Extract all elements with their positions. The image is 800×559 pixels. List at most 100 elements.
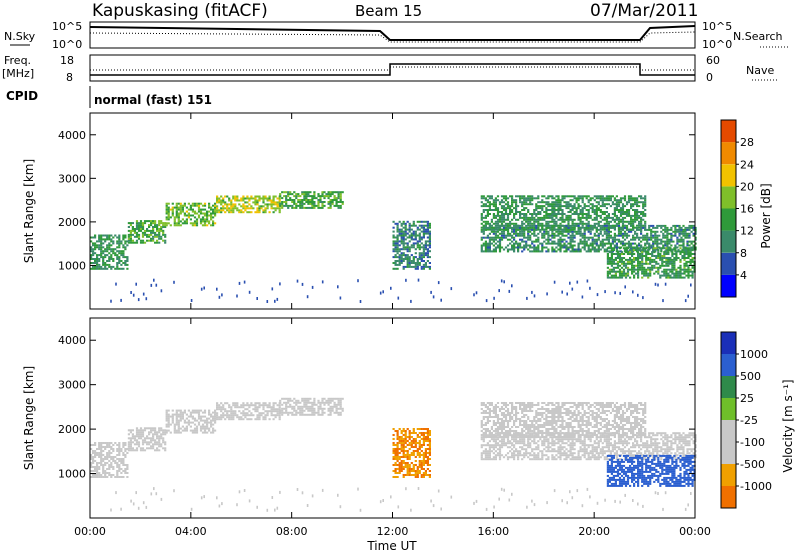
- power-cell: [425, 262, 427, 264]
- velocity-cell: [106, 454, 108, 456]
- velocity-cell: [132, 437, 134, 439]
- power-cell: [334, 195, 336, 197]
- power-cell: [525, 225, 527, 227]
- power-cell: [638, 221, 640, 223]
- power-cell: [616, 205, 618, 207]
- power-cell: [547, 237, 549, 239]
- velocity-cell: [417, 448, 419, 450]
- power-cell: [690, 249, 692, 251]
- velocity-cell: [176, 410, 178, 412]
- power-cell: [523, 231, 525, 233]
- power-cell: [580, 195, 582, 197]
- power-cell: [545, 201, 547, 203]
- power-cell: [594, 209, 596, 211]
- velocity-cell: [481, 408, 483, 410]
- velocity-cell: [180, 416, 182, 418]
- power-cell: [692, 277, 694, 279]
- velocity-cell: [413, 432, 415, 434]
- power-cell: [628, 235, 630, 237]
- power-cell: [670, 245, 672, 247]
- power-cell: [565, 249, 567, 251]
- power-cell: [401, 223, 403, 225]
- power-cell: [622, 233, 624, 235]
- power-cell: [529, 219, 531, 221]
- power-cell: [521, 225, 523, 227]
- power-cell: [427, 254, 429, 256]
- power-cell: [641, 271, 643, 273]
- power-cell: [409, 266, 411, 268]
- power-cell: [600, 199, 602, 201]
- power-cell: [633, 249, 635, 251]
- power-cell: [285, 205, 287, 207]
- power-cell: [124, 264, 126, 266]
- velocity-cell: [210, 426, 212, 428]
- power-cell: [659, 259, 661, 261]
- power-cell: [612, 203, 614, 205]
- velocity-cell: [116, 470, 118, 472]
- power-cell: [285, 195, 287, 197]
- velocity-cell: [108, 466, 110, 468]
- power-cell: [574, 195, 576, 197]
- velocity-cell: [407, 436, 409, 438]
- power-cell: [613, 263, 615, 265]
- power-cell: [172, 213, 174, 215]
- power-cell: [553, 229, 555, 231]
- power-cell: [549, 229, 551, 231]
- velocity-cell: [419, 462, 421, 464]
- power-cell: [138, 236, 140, 238]
- power-cell: [515, 199, 517, 201]
- power-cell: [279, 207, 281, 209]
- velocity-cell: [192, 410, 194, 412]
- power-cell: [559, 199, 561, 201]
- power-cell: [94, 258, 96, 260]
- power-cell: [606, 221, 608, 223]
- power-cell: [588, 245, 590, 247]
- velocity-cell: [228, 418, 230, 420]
- power-cell: [681, 257, 683, 259]
- velocity-cell: [180, 432, 182, 434]
- power-cell: [234, 198, 236, 200]
- power-cell: [407, 264, 409, 266]
- power-cell: [505, 209, 507, 211]
- velocity-cell: [182, 412, 184, 414]
- power-cell: [606, 235, 608, 237]
- power-cell: [283, 191, 285, 193]
- power-cell: [679, 271, 681, 273]
- power-cell: [535, 250, 537, 252]
- power-cell: [615, 271, 617, 273]
- velocity-cell: [279, 412, 281, 414]
- power-cell: [537, 211, 539, 213]
- power-cell: [687, 271, 689, 273]
- power-cell: [623, 263, 625, 265]
- power-cell: [303, 207, 305, 209]
- power-cell: [578, 225, 580, 227]
- power-cell: [148, 226, 150, 228]
- power-cell: [572, 221, 574, 223]
- power-cell: [150, 222, 152, 224]
- power-cell: [649, 267, 651, 269]
- velocity-cell: [485, 404, 487, 406]
- power-cell: [423, 227, 425, 229]
- velocity-cell: [315, 404, 317, 406]
- power-cell: [615, 263, 617, 265]
- power-cell: [549, 205, 551, 207]
- power-cell: [509, 239, 511, 241]
- power-cell: [525, 207, 527, 209]
- velocity-cell: [405, 466, 407, 468]
- power-cell: [260, 205, 262, 207]
- power-cell: [547, 233, 549, 235]
- power-cell: [567, 211, 569, 213]
- power-ground-cell: [662, 299, 664, 302]
- power-cell: [551, 195, 553, 197]
- velocity-cell: [150, 441, 152, 443]
- power-cell: [604, 217, 606, 219]
- velocity-cell: [299, 408, 301, 410]
- velocity-cell: [487, 430, 489, 432]
- power-cell: [523, 233, 525, 235]
- power-cell: [303, 191, 305, 193]
- power-cell: [604, 229, 606, 231]
- power-cell: [118, 250, 120, 252]
- velocity-cell: [248, 406, 250, 408]
- power-cell: [541, 250, 543, 252]
- velocity-cell: [126, 476, 128, 478]
